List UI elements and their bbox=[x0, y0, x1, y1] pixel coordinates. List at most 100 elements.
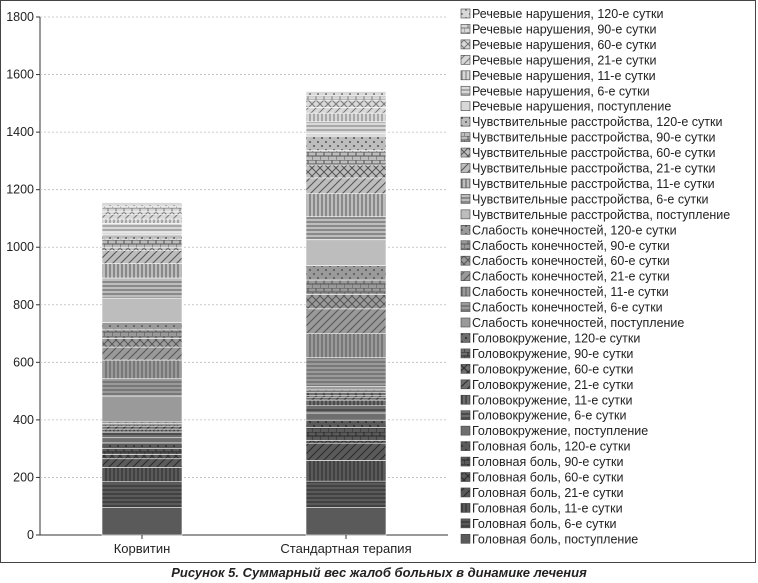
bar-segment bbox=[305, 177, 387, 194]
category-label: Корвитин bbox=[114, 541, 171, 556]
bar-segment bbox=[305, 112, 387, 123]
stacked-bar-chart: 0 200 400 600 800 1000 1200 1400 1600 1800 Корвит… bbox=[6, 7, 730, 556]
bar-segment bbox=[101, 442, 183, 449]
legend-swatch bbox=[460, 255, 471, 266]
bar-segment bbox=[305, 507, 387, 536]
bar-segment bbox=[101, 448, 183, 455]
bar-area bbox=[101, 91, 387, 536]
bar-segment bbox=[101, 211, 183, 216]
legend-swatch bbox=[460, 348, 471, 359]
y-tick-label: 1600 bbox=[6, 68, 34, 82]
bar-segment bbox=[305, 480, 387, 508]
legend-swatch bbox=[460, 456, 471, 467]
y-tick-label: 200 bbox=[13, 470, 34, 484]
legend-label: Слабость конечностей, 120-е сутки bbox=[472, 223, 677, 237]
legend-label: Головная боль, 6-е сутки bbox=[472, 517, 617, 531]
legend-swatch bbox=[460, 518, 471, 529]
legend-swatch bbox=[460, 55, 471, 65]
bar-segment bbox=[101, 378, 183, 397]
legend-label: Головокружение, 120-е сутки bbox=[472, 331, 640, 345]
legend-label: Чувствительные расстройства, 6-е сутки bbox=[472, 192, 709, 206]
bar-segment bbox=[101, 214, 183, 220]
legend-label: Слабость конечностей, 60-е сутки bbox=[472, 254, 670, 268]
legend: Речевые нарушения, 120-е сутки Речевые на… bbox=[460, 7, 730, 546]
legend-label: Речевые нарушения, 21-е сутки bbox=[472, 53, 657, 67]
legend-swatch bbox=[460, 425, 471, 436]
y-tick-label: 0 bbox=[27, 528, 34, 542]
bar-segment bbox=[305, 442, 387, 461]
bar-segment bbox=[305, 389, 387, 393]
legend-swatch bbox=[460, 70, 471, 81]
x-axis: Корвитин Стандартная терапия bbox=[114, 535, 412, 556]
bar-segment bbox=[101, 329, 183, 339]
bar-segment bbox=[101, 231, 183, 236]
bar-segment bbox=[305, 412, 387, 421]
bar-segment bbox=[101, 458, 183, 468]
bar-segment bbox=[305, 405, 387, 414]
legend-label: Слабость конечностей, 90-е сутки bbox=[472, 239, 670, 253]
legend-swatch bbox=[460, 379, 471, 390]
legend-label: Головная боль, 120-е сутки bbox=[472, 440, 630, 454]
bar-segment bbox=[101, 263, 183, 279]
legend-swatch bbox=[460, 101, 471, 111]
bar-segment bbox=[305, 332, 387, 359]
bar-segment bbox=[305, 294, 387, 310]
bar-segment bbox=[305, 193, 387, 218]
bar-segment bbox=[101, 247, 183, 251]
legend-swatch bbox=[460, 271, 471, 281]
legend-label: Слабость конечностей, 11-е сутки bbox=[472, 285, 669, 299]
bar-segment bbox=[101, 425, 183, 430]
legend-swatch bbox=[460, 533, 471, 544]
bar-segment bbox=[305, 427, 387, 441]
bar-segment bbox=[305, 216, 387, 241]
legend-swatch bbox=[460, 194, 471, 204]
bar-segment bbox=[101, 250, 183, 264]
bar-segment bbox=[101, 223, 183, 233]
legend-label: Слабость конечностей, поступление bbox=[472, 316, 684, 330]
legend-swatch bbox=[460, 147, 471, 158]
bar-segment bbox=[101, 428, 183, 433]
y-tick-label: 400 bbox=[13, 413, 34, 427]
bar-segment bbox=[305, 279, 387, 295]
bar-segment bbox=[101, 467, 183, 483]
bar-segment bbox=[305, 399, 387, 407]
legend-label: Головокружение, 60-е сутки bbox=[472, 362, 633, 376]
bar-segment bbox=[101, 205, 183, 213]
legend-swatch bbox=[460, 85, 471, 96]
legend-swatch bbox=[460, 178, 471, 189]
legend-label: Чувствительные расстройства, 21-е сутки bbox=[472, 162, 715, 176]
legend-swatch bbox=[460, 163, 471, 173]
legend-label: Головная боль, поступление bbox=[472, 532, 638, 546]
legend-swatch bbox=[460, 39, 471, 50]
legend-label: Речевые нарушения, поступление bbox=[472, 100, 671, 114]
legend-label: Головокружение, 11-е сутки bbox=[472, 393, 632, 407]
legend-swatch bbox=[460, 24, 471, 34]
bar-segment bbox=[305, 132, 387, 137]
bar-segment bbox=[305, 121, 387, 134]
y-tick-label: 800 bbox=[13, 298, 34, 312]
legend-swatch bbox=[460, 286, 471, 297]
legend-label: Слабость конечностей, 6-е сутки bbox=[472, 301, 663, 315]
bar-segment bbox=[305, 419, 387, 428]
legend-label: Головокружение, поступление bbox=[472, 424, 648, 438]
bar-segment bbox=[101, 346, 183, 361]
bar-segment bbox=[101, 431, 183, 439]
legend-swatch bbox=[460, 302, 471, 312]
legend-label: Чувствительные расстройства, 60-е сутки bbox=[472, 146, 715, 160]
legend-swatch bbox=[460, 225, 471, 235]
bar-segment bbox=[101, 234, 183, 240]
y-tick-label: 1200 bbox=[6, 183, 34, 197]
bar-segment bbox=[305, 386, 387, 391]
legend-label: Речевые нарушения, 11-е сутки bbox=[472, 69, 656, 83]
bar-segment bbox=[305, 95, 387, 101]
bar-segment bbox=[101, 297, 183, 323]
legend-swatch bbox=[460, 487, 471, 498]
legend-swatch bbox=[460, 8, 471, 19]
legend-label: Речевые нарушения, 120-е сутки bbox=[472, 7, 663, 21]
bar-segment bbox=[305, 239, 387, 266]
bar-segment bbox=[101, 277, 183, 299]
y-tick-label: 1800 bbox=[6, 10, 34, 24]
legend-label: Головокружение, 90-е сутки bbox=[472, 347, 633, 361]
legend-swatch bbox=[460, 132, 471, 142]
legend-swatch bbox=[460, 364, 471, 374]
